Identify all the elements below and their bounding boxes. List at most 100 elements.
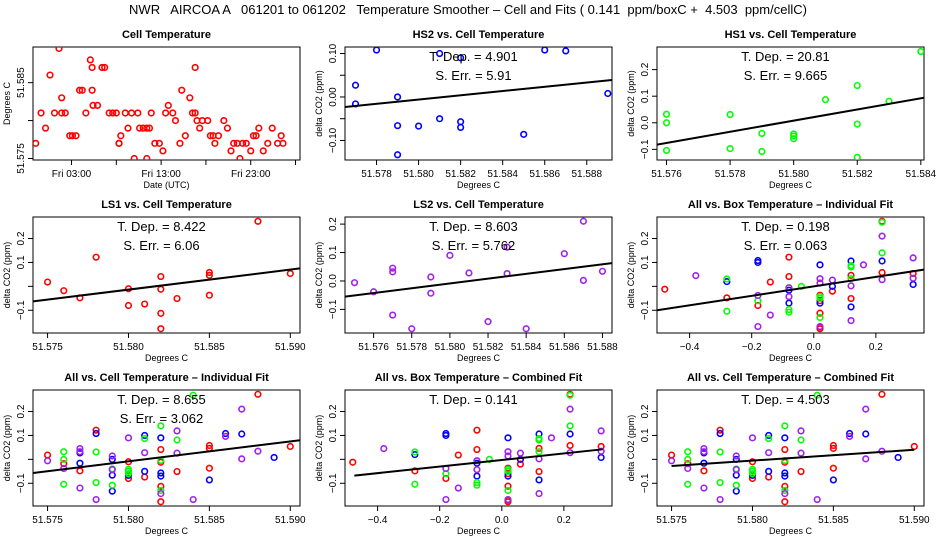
data-point-green (781, 422, 789, 430)
plot-frame (32, 46, 301, 161)
y-tick-label: −0.1 (640, 473, 651, 493)
data-point-cell (88, 86, 96, 94)
annotation-text: T. Dep. = 4.901 (429, 49, 518, 64)
data-point-cell (115, 139, 123, 147)
data-point-cell (105, 109, 113, 117)
data-point-red (667, 451, 676, 459)
data-point-LS2 (389, 268, 397, 276)
data-point-purple (847, 282, 855, 290)
fit-line (657, 268, 924, 312)
data-point-LS2 (389, 264, 397, 272)
x-tick-label: 51.582 (842, 169, 873, 180)
annotation-text: T. Dep. = 0.198 (741, 219, 830, 234)
data-point-red (535, 444, 543, 452)
data-point-green (189, 391, 197, 399)
data-point-green (535, 448, 543, 456)
data-point-HS1 (853, 81, 861, 90)
data-point-purple (504, 495, 512, 504)
data-point-LS2 (350, 279, 359, 287)
data-point-purple (748, 434, 757, 442)
data-point-HS2 (393, 93, 402, 101)
data-point-cell (109, 109, 117, 117)
data-point-HS1 (917, 47, 924, 56)
x-tick-label: 51.584 (906, 169, 936, 180)
y-axis-label: delta CO2 (ppm) (2, 415, 12, 482)
data-point-cell (33, 139, 40, 147)
data-point-red (766, 278, 774, 286)
data-point-green (92, 448, 100, 456)
x-axis-label: Degrees C (457, 180, 501, 190)
data-point-red (205, 464, 213, 472)
data-point-HS2 (393, 151, 402, 159)
data-point-LS2 (598, 267, 607, 275)
data-point-LS1 (157, 272, 165, 281)
data-point-green (157, 486, 165, 495)
data-point-HS1 (821, 96, 830, 104)
data-point-cell (159, 147, 167, 155)
panel-title: LS1 vs. Cell Temperature (101, 199, 232, 211)
plot-frame (656, 216, 925, 334)
data-point-purple (108, 466, 116, 474)
data-point-green (535, 436, 543, 444)
y-tick-label: 0.1 (640, 428, 651, 442)
x-tick-label: 51.576 (358, 342, 389, 353)
x-tick-label: 51.580 (778, 169, 809, 180)
data-point-red (847, 294, 855, 303)
data-point-red (781, 445, 789, 454)
data-point-HS1 (853, 153, 861, 160)
annotation-text: S. Err. = 6.06 (123, 238, 199, 253)
data-point-cell (98, 63, 106, 72)
data-point-green (765, 434, 773, 443)
panel-hs1-vs-cell: HS1 vs. Cell Temperature 51.576 51.578 51.5… (626, 29, 936, 190)
annotation-text: S. Err. = 5.91 (435, 68, 511, 83)
y-axis-label: delta CO2 (ppm) (626, 242, 636, 309)
data-point-LS2 (427, 289, 435, 297)
data-point-green (60, 455, 68, 463)
data-point-red (60, 460, 68, 468)
data-point-purple (716, 495, 724, 504)
data-point-cell (61, 109, 69, 117)
data-point-purple (141, 449, 149, 457)
data-point-green (473, 481, 481, 489)
y-tick-label: 0.1 (328, 245, 339, 259)
data-point-purple (535, 489, 543, 498)
data-point-purple (108, 452, 116, 460)
data-point-green (92, 478, 100, 487)
data-point-green (781, 486, 789, 495)
data-point-green (785, 308, 793, 316)
x-tick-label: 51.575 (656, 515, 687, 526)
x-tick-label: 0.2 (557, 515, 571, 526)
panel-all-vs-cell-combined: All vs. Cell Temperature – Combined Fit 5… (626, 372, 930, 536)
x-tick-label: 51.580 (113, 515, 144, 526)
data-point-HS2 (520, 130, 528, 138)
data-point-green (716, 478, 724, 487)
data-point-green (847, 263, 855, 271)
data-point-green (411, 448, 419, 456)
data-point-green (60, 480, 68, 488)
data-point-green (124, 470, 133, 478)
x-axis-label: Degrees C (769, 526, 813, 536)
panel-cell-temp: Cell Temperature Fri 03:00 Fri 13:00 Fri 23… (2, 29, 301, 190)
plot-area (349, 390, 605, 506)
data-point-blue (238, 430, 246, 438)
data-point-purple (862, 455, 870, 463)
data-point-purple (189, 495, 197, 504)
data-point-blue (765, 467, 773, 475)
y-tick-label: 0.00 (328, 87, 339, 107)
data-point-blue (716, 429, 724, 438)
data-point-red (205, 441, 213, 450)
plot-frame (344, 216, 613, 334)
data-point-blue (473, 472, 481, 480)
y-tick-label: −0.10 (328, 127, 339, 153)
fit-line (657, 96, 924, 146)
data-point-green (748, 467, 757, 475)
data-point-cell (41, 124, 50, 132)
x-axis-label: Degrees C (457, 353, 501, 363)
data-point-red (535, 467, 543, 476)
data-point-LS2 (522, 325, 530, 333)
data-point-red (847, 271, 855, 279)
data-point-cell (89, 101, 97, 109)
data-point-cell (86, 56, 94, 64)
data-point-cell (188, 109, 197, 117)
data-point-red (157, 445, 165, 454)
